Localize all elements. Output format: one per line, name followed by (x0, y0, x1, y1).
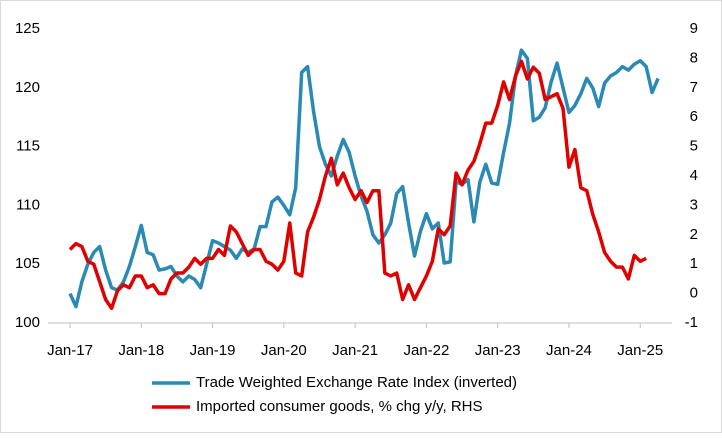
series-line (68, 48, 660, 309)
y2-tick-label: 6 (690, 108, 698, 125)
y2-tick-label: 8 (690, 49, 698, 66)
y-tick-label: 100 (15, 314, 40, 331)
y2-tick-label: 1 (690, 255, 698, 272)
legend-label: Trade Weighted Exchange Rate Index (inve… (196, 374, 517, 391)
x-tick-label: Jan-20 (261, 342, 307, 359)
x-tick-label: Jan-17 (47, 342, 93, 359)
y-tick-label: 120 (15, 79, 40, 96)
y2-tick-label: -1 (685, 314, 698, 331)
x-tick-label: Jan-21 (332, 342, 378, 359)
y2-tick-label: 4 (690, 167, 698, 184)
x-tick-label: Jan-19 (190, 342, 236, 359)
y2-tick-label: 3 (690, 196, 698, 213)
x-tick-label: Jan-22 (403, 342, 449, 359)
y-tick-label: 125 (15, 20, 40, 37)
y-tick-label: 105 (15, 255, 40, 272)
y-tick-label: 115 (16, 138, 40, 155)
y-tick-label: 110 (16, 196, 40, 213)
y2-tick-label: 2 (690, 226, 698, 243)
x-tick-label: Jan-18 (118, 342, 164, 359)
y2-tick-label: 7 (690, 79, 698, 96)
x-tick-label: Jan-25 (617, 342, 663, 359)
y2-tick-label: 5 (690, 138, 698, 155)
legend-label: Imported consumer goods, % chg y/y, RHS (196, 398, 483, 415)
x-tick-label: Jan-23 (475, 342, 521, 359)
y2-tick-label: 0 (690, 285, 698, 302)
series-line (68, 59, 647, 311)
y2-tick-label: 9 (690, 20, 698, 37)
x-tick-label: Jan-24 (546, 342, 592, 359)
